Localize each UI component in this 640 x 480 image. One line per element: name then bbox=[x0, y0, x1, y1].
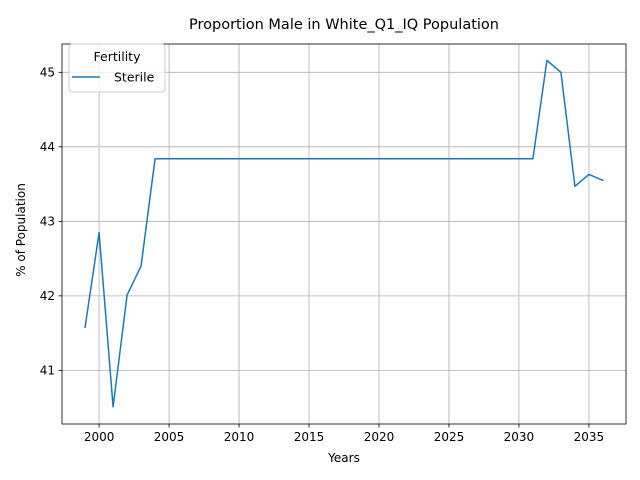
legend-label-sterile: Sterile bbox=[114, 70, 155, 85]
y-tick-label: 45 bbox=[40, 66, 55, 80]
grid-lines bbox=[62, 44, 626, 424]
y-tick-label: 43 bbox=[40, 215, 55, 229]
chart-title: Proportion Male in White_Q1_IQ Populatio… bbox=[189, 17, 499, 33]
x-axis-ticks: 2000 2005 2010 2015 2020 2025 2030 2035 bbox=[84, 424, 604, 444]
plot-frame bbox=[61, 43, 627, 425]
x-tick-label: 2005 bbox=[154, 430, 185, 444]
x-tick-label: 2010 bbox=[224, 430, 255, 444]
y-axis-ticks: 41 42 43 44 45 bbox=[40, 66, 62, 378]
x-tick-label: 2020 bbox=[364, 430, 395, 444]
x-tick-label: 2035 bbox=[574, 430, 605, 444]
series-layer bbox=[84, 59, 604, 408]
y-tick-label: 41 bbox=[40, 364, 55, 378]
y-tick-label: 42 bbox=[40, 289, 55, 303]
legend-box bbox=[68, 43, 166, 93]
x-tick-label: 2025 bbox=[434, 430, 465, 444]
x-tick-label: 2030 bbox=[504, 430, 535, 444]
x-tick-label: 2015 bbox=[294, 430, 325, 444]
y-tick-label: 44 bbox=[40, 140, 55, 154]
x-tick-label: 2000 bbox=[84, 430, 115, 444]
y-axis-label: % of Population bbox=[14, 183, 28, 277]
legend: Fertility Sterile bbox=[68, 43, 166, 93]
legend-title: Fertility bbox=[94, 49, 142, 64]
x-axis-label: Years bbox=[327, 451, 360, 465]
series-line-sterile bbox=[84, 59, 604, 408]
